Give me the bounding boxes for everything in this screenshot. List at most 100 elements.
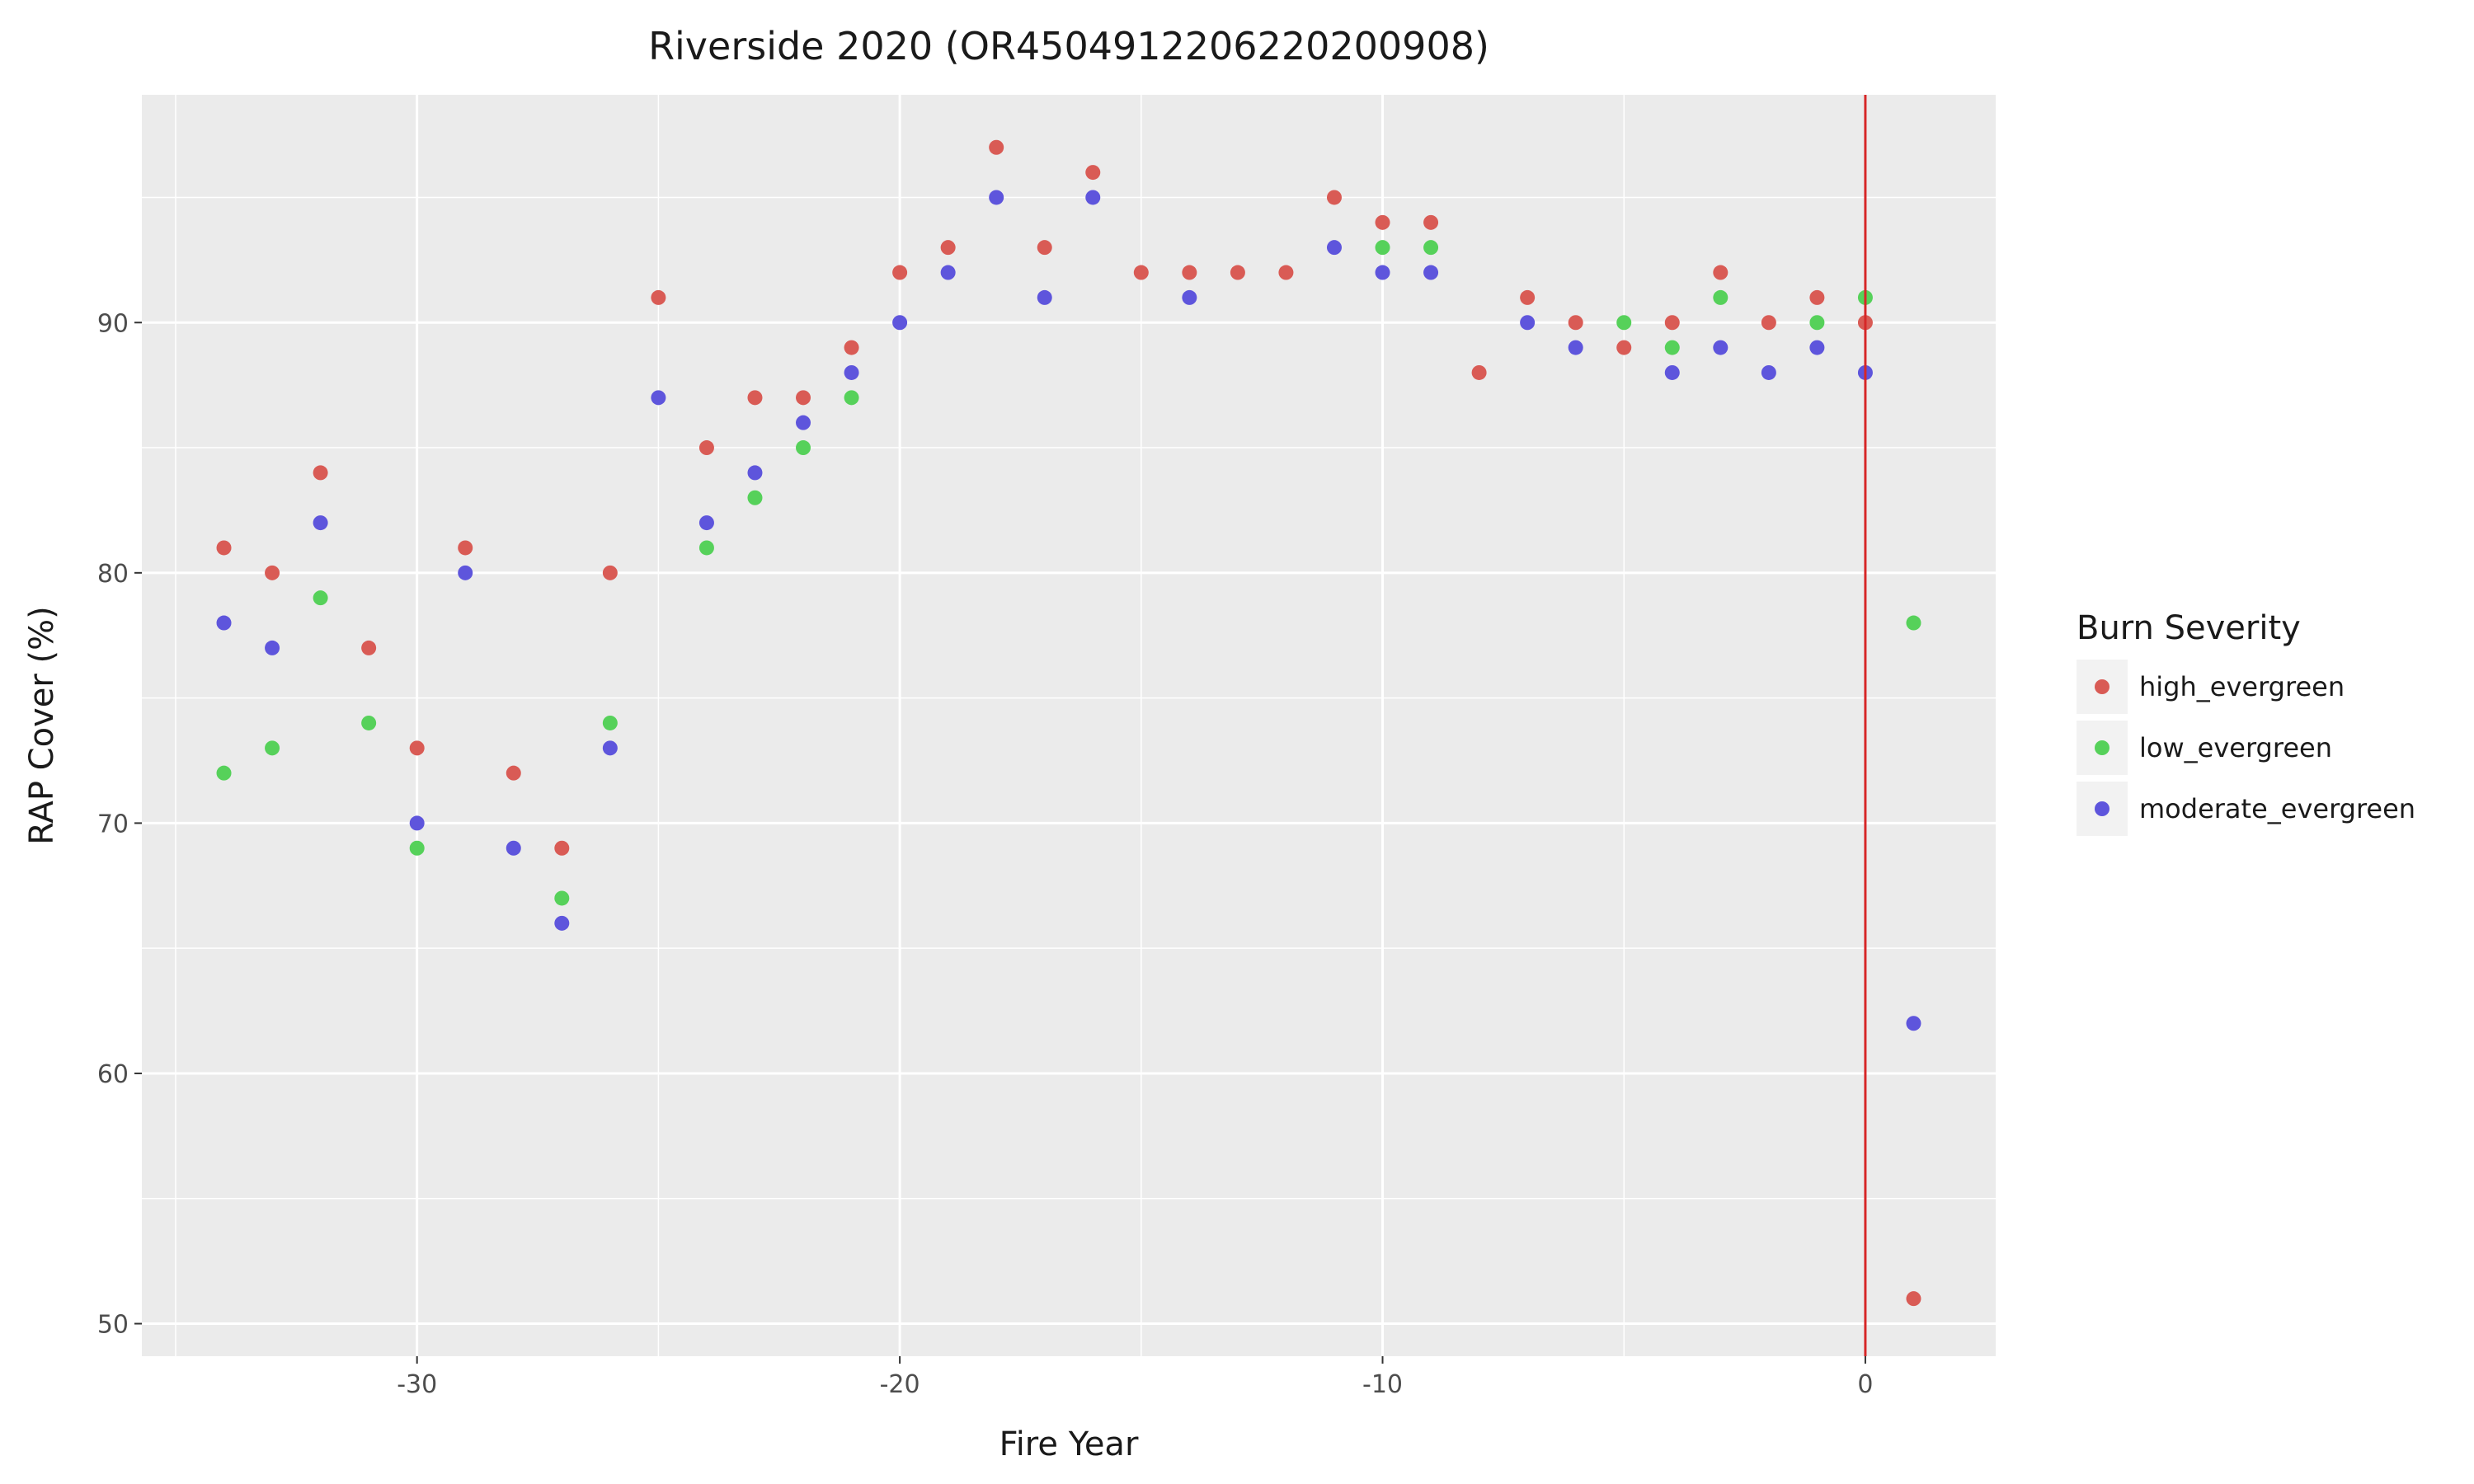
point-moderate_evergreen [651, 390, 666, 406]
point-low_evergreen [265, 740, 280, 756]
y-tick-label: 80 [97, 560, 129, 589]
y-tick-label: 90 [97, 309, 129, 338]
point-moderate_evergreen [602, 740, 618, 756]
point-moderate_evergreen [409, 815, 425, 831]
plot-panel [142, 95, 1996, 1356]
y-tick-label: 60 [97, 1060, 129, 1089]
x-tick-label: -10 [1362, 1370, 1403, 1399]
point-moderate_evergreen [216, 615, 232, 631]
point-low_evergreen [313, 590, 328, 606]
legend-label-low_evergreen: low_evergreen [2139, 732, 2332, 763]
point-moderate_evergreen [989, 190, 1004, 205]
point-moderate_evergreen [265, 640, 280, 655]
point-high_evergreen [747, 390, 763, 406]
point-high_evergreen [554, 840, 570, 856]
point-high_evergreen [313, 465, 328, 481]
x-tick-label: -20 [880, 1370, 920, 1399]
point-high_evergreen [1182, 265, 1197, 280]
point-low_evergreen [844, 390, 859, 406]
point-high_evergreen [602, 565, 618, 580]
point-moderate_evergreen [506, 840, 521, 856]
point-high_evergreen [844, 340, 859, 355]
point-moderate_evergreen [1375, 265, 1390, 280]
point-high_evergreen [1278, 265, 1294, 280]
point-moderate_evergreen [698, 515, 714, 531]
x-axis-title: Fire Year [999, 1425, 1139, 1463]
point-high_evergreen [409, 740, 425, 756]
x-tick-label: 0 [1857, 1370, 1873, 1399]
legend-label-moderate_evergreen: moderate_evergreen [2139, 793, 2415, 824]
point-low_evergreen [1809, 315, 1825, 331]
point-low_evergreen [554, 890, 570, 906]
point-moderate_evergreen [1326, 240, 1342, 256]
x-axis-ticks: -30 -20 -10 0 [397, 1356, 1873, 1399]
point-high_evergreen [265, 565, 280, 580]
point-moderate_evergreen [554, 915, 570, 931]
data-points [216, 139, 1921, 1307]
point-high_evergreen [1520, 289, 1536, 305]
point-high_evergreen [698, 440, 714, 456]
point-high_evergreen [1326, 190, 1342, 205]
y-axis-ticks: 50 60 70 80 90 [97, 309, 142, 1340]
point-moderate_evergreen [1568, 340, 1583, 355]
y-axis-title: RAP Cover (%) [23, 606, 61, 844]
legend-items: high_evergreen low_evergreen moderate_ever… [2077, 660, 2415, 836]
point-moderate_evergreen [1809, 340, 1825, 355]
point-high_evergreen [1761, 315, 1776, 331]
point-low_evergreen [747, 490, 763, 505]
point-high_evergreen [1568, 315, 1583, 331]
point-low_evergreen [1664, 340, 1680, 355]
point-low_evergreen [1423, 240, 1439, 256]
point-moderate_evergreen [1182, 289, 1197, 305]
point-low_evergreen [361, 715, 377, 730]
point-high_evergreen [651, 289, 666, 305]
point-moderate_evergreen [1761, 364, 1776, 380]
point-moderate_evergreen [892, 315, 908, 331]
legend-title: Burn Severity [2077, 609, 2301, 647]
point-high_evergreen [1713, 265, 1729, 280]
point-moderate_evergreen [940, 265, 956, 280]
legend-marker-low_evergreen [2095, 740, 2109, 755]
point-moderate_evergreen [1713, 340, 1729, 355]
point-low_evergreen [602, 715, 618, 730]
point-moderate_evergreen [1664, 364, 1680, 380]
point-high_evergreen [458, 540, 473, 556]
point-moderate_evergreen [796, 415, 811, 430]
point-moderate_evergreen [747, 465, 763, 481]
point-moderate_evergreen [313, 515, 328, 531]
point-high_evergreen [989, 139, 1004, 155]
point-high_evergreen [1230, 265, 1245, 280]
point-high_evergreen [796, 390, 811, 406]
point-high_evergreen [1133, 265, 1149, 280]
point-moderate_evergreen [1520, 315, 1536, 331]
grid-minor [142, 95, 1996, 1356]
point-high_evergreen [1664, 315, 1680, 331]
point-low_evergreen [796, 440, 811, 456]
point-moderate_evergreen [1423, 265, 1439, 280]
point-high_evergreen [1809, 289, 1825, 305]
y-tick-label: 50 [97, 1311, 129, 1340]
legend-label-high_evergreen: high_evergreen [2139, 671, 2345, 702]
point-high_evergreen [216, 540, 232, 556]
point-low_evergreen [1616, 315, 1632, 331]
point-high_evergreen [940, 240, 956, 256]
legend-marker-moderate_evergreen [2095, 801, 2109, 816]
point-low_evergreen [698, 540, 714, 556]
point-moderate_evergreen [1037, 289, 1052, 305]
point-moderate_evergreen [1085, 190, 1101, 205]
point-high_evergreen [1906, 1291, 1921, 1307]
point-high_evergreen [1423, 214, 1439, 230]
legend-marker-high_evergreen [2095, 679, 2109, 694]
point-low_evergreen [1713, 289, 1729, 305]
legend: Burn Severity high_evergreen low_evergree… [2077, 609, 2415, 836]
point-high_evergreen [361, 640, 377, 655]
point-low_evergreen [216, 765, 232, 781]
y-tick-label: 70 [97, 810, 129, 838]
point-high_evergreen [892, 265, 908, 280]
point-high_evergreen [1037, 240, 1052, 256]
chart-title: Riverside 2020 (OR4504912206220200908) [648, 24, 1489, 68]
point-moderate_evergreen [458, 565, 473, 580]
point-low_evergreen [409, 840, 425, 856]
point-high_evergreen [506, 765, 521, 781]
